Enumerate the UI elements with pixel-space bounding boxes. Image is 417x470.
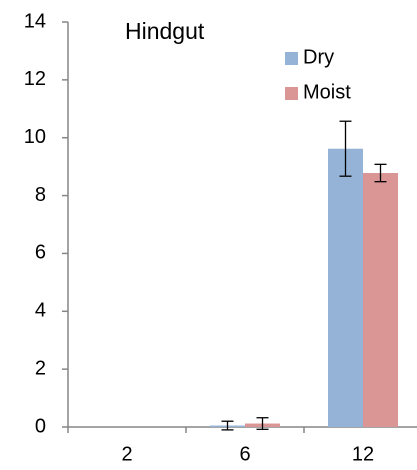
y-tick-label: 2 [35,357,46,379]
bar [363,173,398,427]
x-tick-label: 2 [121,443,132,465]
error-bar [339,120,352,177]
chart-title: Hindgut [125,18,205,44]
error-bar [374,163,387,183]
bar [328,148,363,427]
legend-swatch [285,87,298,100]
legend-label: Dry [303,46,334,68]
error-bar [256,417,269,430]
y-tick-label: 12 [24,68,46,90]
x-tick-label: 6 [239,443,250,465]
legend-label: Moist [303,81,351,103]
y-tick-label: 4 [35,300,46,322]
y-tick-label: 8 [35,184,46,206]
y-tick-label: 14 [24,10,46,32]
y-tick-label: 0 [35,415,46,437]
y-tick-label: 6 [35,242,46,264]
x-tick-label: 12 [352,443,374,465]
legend-swatch [285,52,298,65]
y-tick-label: 10 [24,126,46,148]
error-bar [221,420,234,431]
